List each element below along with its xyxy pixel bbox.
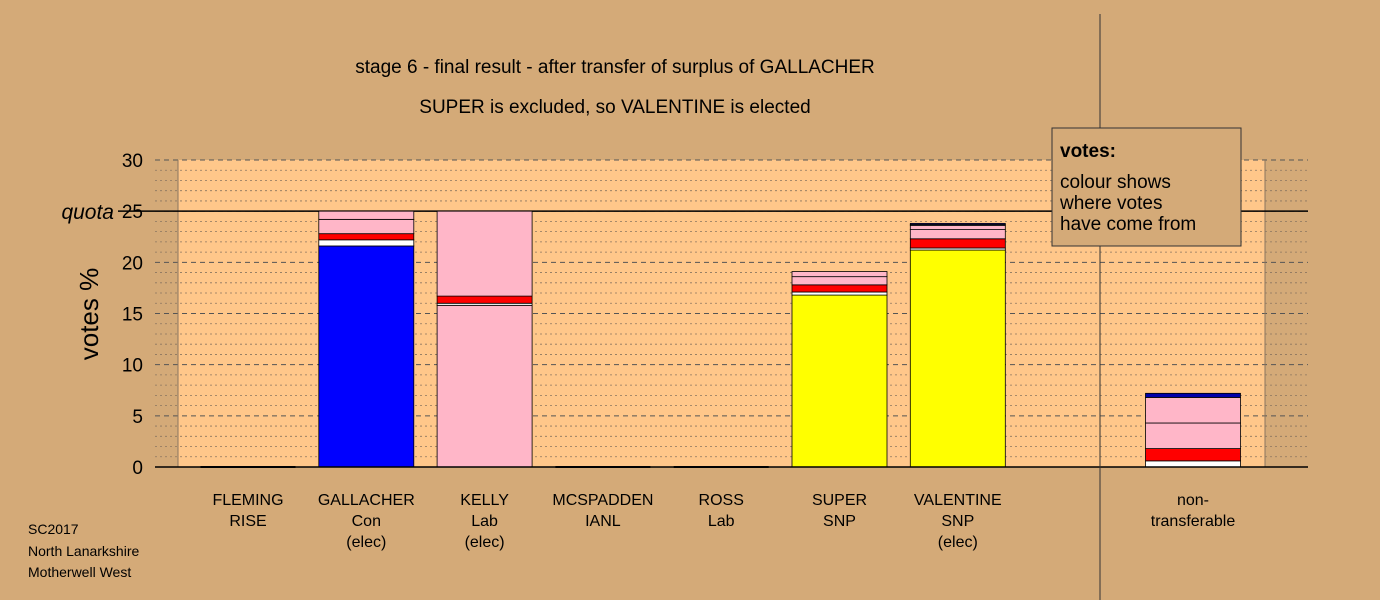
bar-segment xyxy=(1145,422,1241,449)
bar-segment xyxy=(791,284,888,293)
bar-segment xyxy=(791,271,888,278)
bar-segment xyxy=(436,304,533,468)
y-axis-ticks: 0 5 10 15 20 25 30 xyxy=(122,151,143,479)
bar-segment xyxy=(1145,460,1241,468)
category-label: SUPER SNP xyxy=(812,492,867,530)
bar-segment xyxy=(1145,448,1241,462)
bar-segment xyxy=(436,295,533,304)
bar-segment xyxy=(909,223,1006,225)
quota-label: quota xyxy=(61,201,114,224)
bar xyxy=(909,223,1006,468)
category-labels: FLEMING RISE GALLACHER Con (elec) KELLY Lab (el… xyxy=(212,492,1235,551)
bar xyxy=(436,210,533,468)
chart-title: stage 6 - final result - after transfer … xyxy=(355,57,875,78)
footnote: SC2017 North Lanarkshire Motherwell West xyxy=(28,521,139,580)
bar-segment xyxy=(318,245,415,468)
category-label: ROSS Lab xyxy=(699,492,744,530)
bar-segment xyxy=(909,225,1006,230)
legend-box: votes: colour shows where votes have com… xyxy=(1051,127,1242,247)
legend-line: have come from xyxy=(1060,214,1196,235)
footnote-line: Motherwell West xyxy=(28,564,131,580)
y-axis-label: votes % xyxy=(74,268,104,361)
bar-segment xyxy=(318,210,415,220)
bar xyxy=(318,210,415,468)
y-tick-label: 25 xyxy=(122,202,143,223)
bar-segment xyxy=(909,249,1006,468)
bar xyxy=(791,271,888,468)
bar-segment xyxy=(791,276,888,286)
bar-segment xyxy=(1145,397,1241,424)
bar-segment xyxy=(436,210,533,297)
y-tick-label: 0 xyxy=(132,458,143,479)
bar-segment xyxy=(909,229,1006,240)
legend-line: where votes xyxy=(1059,193,1162,214)
category-label: MCSPADDEN IANL xyxy=(552,492,653,530)
chart-subtitle: SUPER is excluded, so VALENTINE is elect… xyxy=(419,97,810,118)
bar-nontransferable xyxy=(1145,392,1241,468)
y-tick-label: 10 xyxy=(122,356,143,377)
bar-segment xyxy=(1145,392,1241,398)
y-tick-label: 30 xyxy=(122,151,143,172)
y-tick-label: 5 xyxy=(132,407,143,428)
category-label: FLEMING RISE xyxy=(212,492,283,530)
legend-line: colour shows xyxy=(1060,172,1171,193)
category-label: GALLACHER Con (elec) xyxy=(318,492,415,551)
bar-segment xyxy=(318,218,415,235)
category-label: KELLY Lab (elec) xyxy=(460,492,509,551)
footnote-line: North Lanarkshire xyxy=(28,543,139,559)
bar-segment xyxy=(909,238,1006,249)
bar-segment xyxy=(791,294,888,468)
category-label-nontransferable: non-transferable xyxy=(1151,492,1236,530)
bars xyxy=(200,210,1241,468)
bar-segment xyxy=(791,291,888,296)
footnote-line: SC2017 xyxy=(28,521,79,537)
category-label: VALENTINE SNP (elec) xyxy=(914,492,1002,551)
y-tick-label: 20 xyxy=(122,253,143,274)
bar-segment xyxy=(318,239,415,247)
y-tick-label: 15 xyxy=(122,305,143,326)
bar-segment xyxy=(318,233,415,241)
legend-title: votes: xyxy=(1060,141,1116,162)
